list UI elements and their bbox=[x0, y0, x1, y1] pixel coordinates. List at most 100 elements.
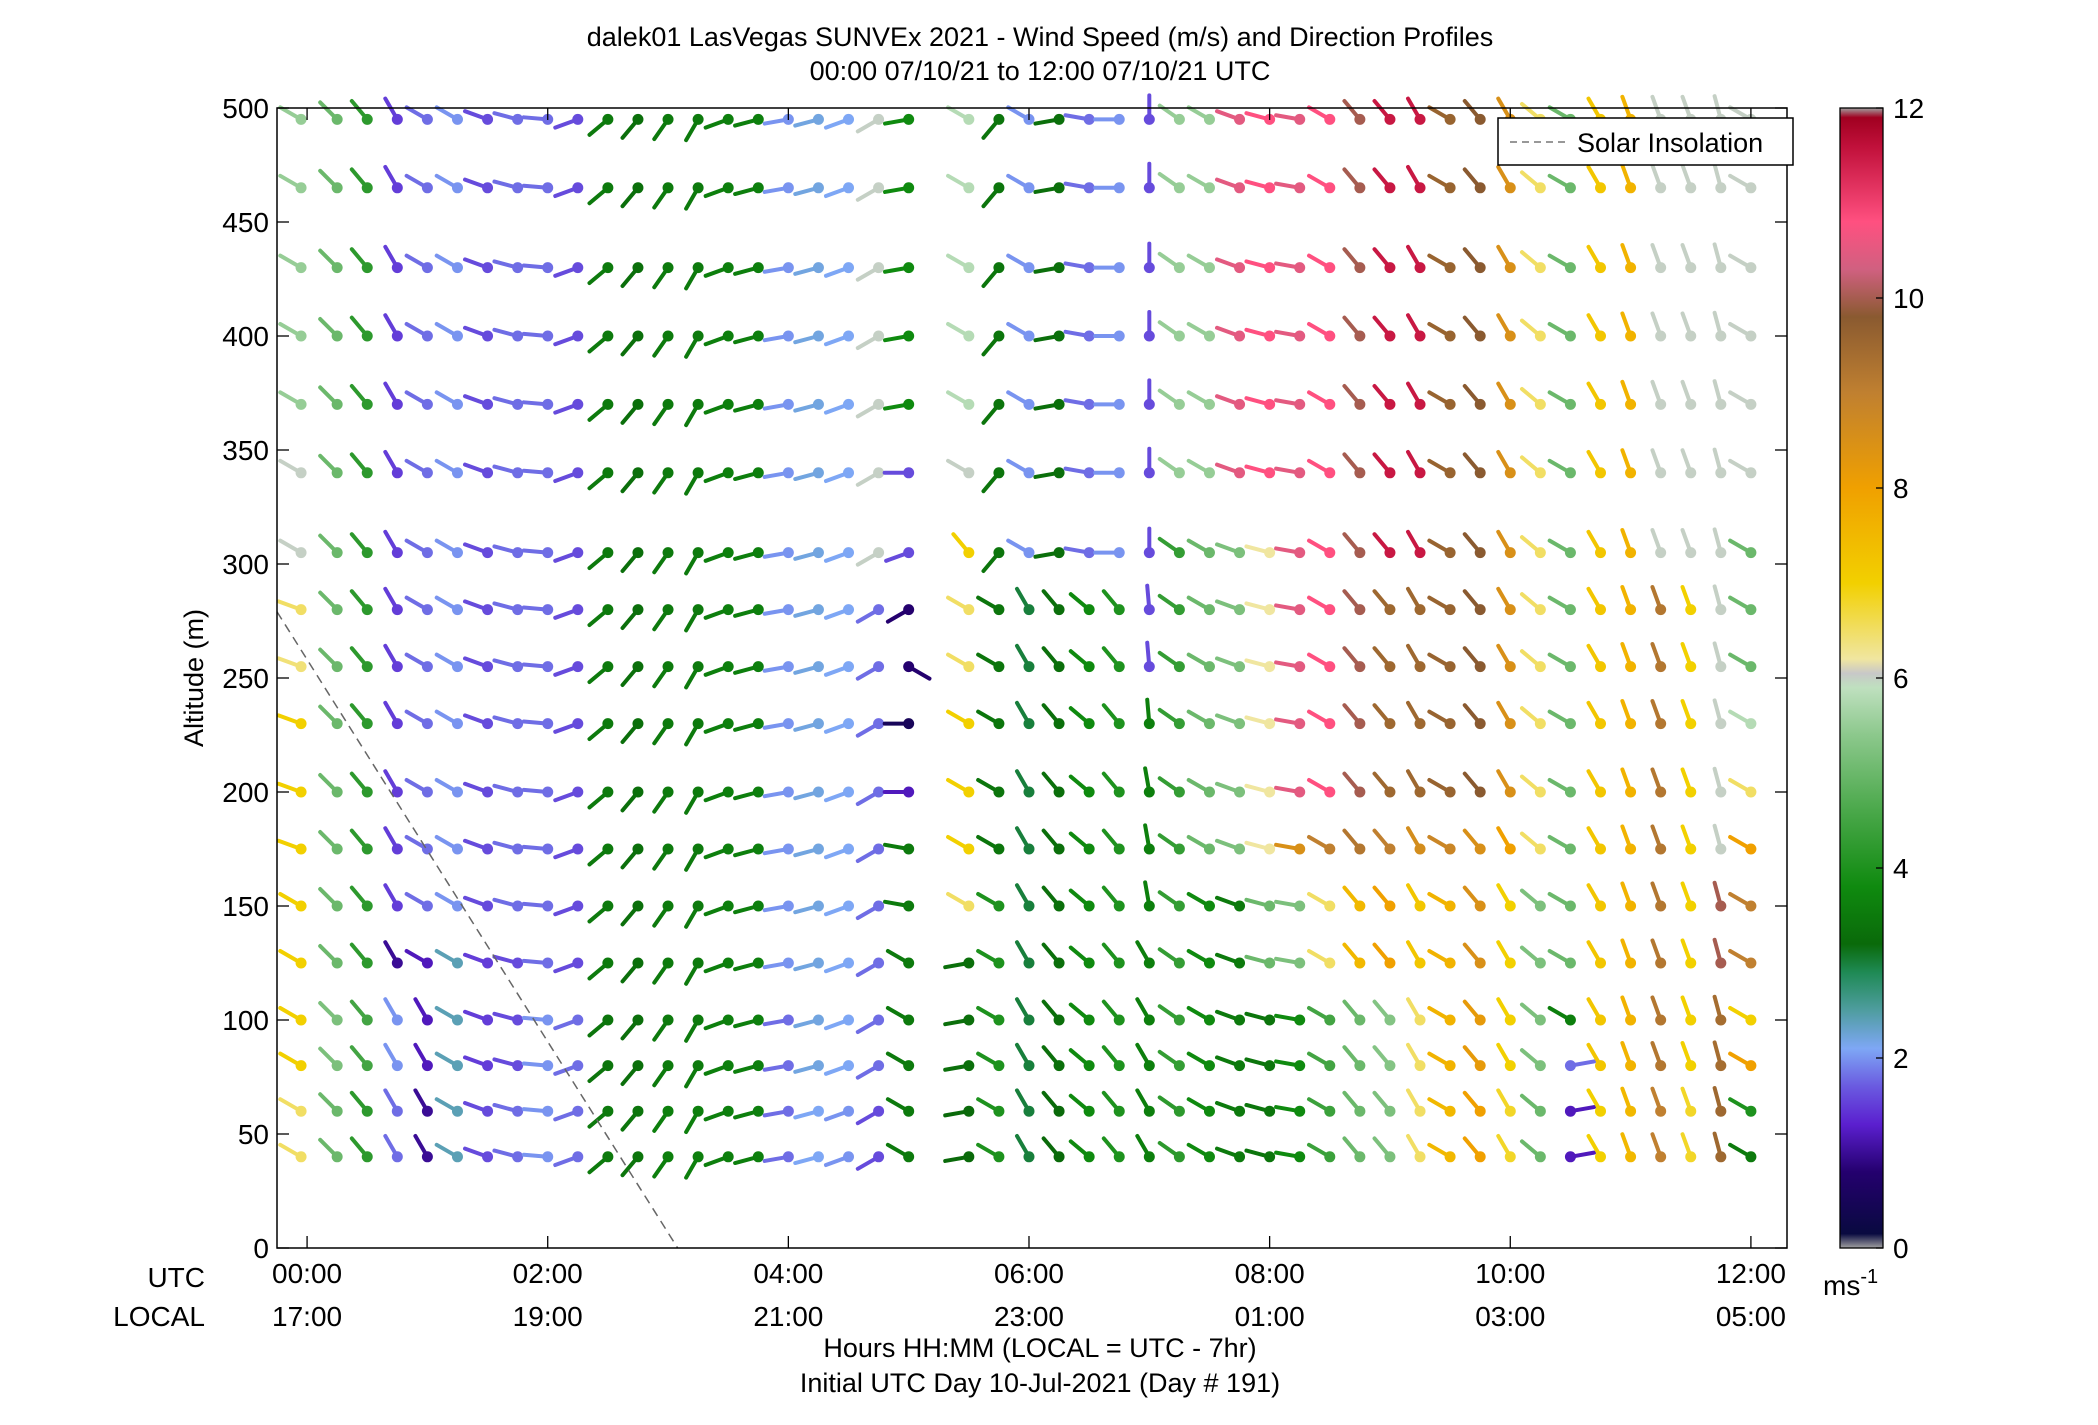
wind-barb-dot bbox=[1324, 398, 1336, 410]
wind-barb-dot bbox=[1023, 262, 1035, 274]
wind-barb-dot bbox=[1504, 262, 1516, 274]
wind-barb-dot bbox=[1414, 957, 1426, 969]
wind-barb-dot bbox=[963, 398, 975, 410]
wind-barb-dot bbox=[1534, 262, 1546, 274]
wind-barb-dot bbox=[1474, 262, 1486, 274]
wind-barb-dot bbox=[1113, 467, 1125, 479]
wind-barb-dot bbox=[1294, 1060, 1306, 1072]
wind-barb-dot bbox=[295, 398, 307, 410]
x-tick-label-local: 19:00 bbox=[513, 1301, 583, 1332]
wind-barb-dot bbox=[542, 398, 554, 410]
wind-barb-dot bbox=[1053, 262, 1065, 274]
wind-barb-dot bbox=[1324, 957, 1336, 969]
wind-barb-dot bbox=[1354, 900, 1366, 912]
wind-barb-dot bbox=[295, 718, 307, 730]
wind-barb-dot bbox=[722, 843, 734, 855]
wind-barb-dot bbox=[782, 330, 794, 342]
wind-barb-dot bbox=[963, 1060, 975, 1072]
wind-barb-dot bbox=[1715, 1060, 1727, 1072]
wind-barb-dot bbox=[512, 900, 524, 912]
wind-barb-dot bbox=[1354, 718, 1366, 730]
wind-barb-dot bbox=[1444, 900, 1456, 912]
legend: Solar Insolation bbox=[1497, 117, 1794, 166]
wind-barb-dot bbox=[632, 900, 644, 912]
wind-barb-dot bbox=[1534, 330, 1546, 342]
wind-barb-dot bbox=[1595, 957, 1607, 969]
wind-barb-dot bbox=[993, 1105, 1005, 1117]
wind-barb-dot bbox=[1324, 661, 1336, 673]
wind-barb-dot bbox=[1564, 843, 1576, 855]
wind-barb-dot bbox=[722, 1151, 734, 1163]
wind-barb-dot bbox=[692, 900, 704, 912]
wind-barb-dot bbox=[1264, 547, 1276, 559]
wind-barb-dot bbox=[1685, 604, 1697, 616]
wind-barb-dot bbox=[1504, 1105, 1516, 1117]
wind-barb-dot bbox=[295, 113, 307, 125]
wind-barb-dot bbox=[1625, 262, 1637, 274]
wind-barb-dot bbox=[331, 1105, 343, 1117]
x-tick-label-utc: 12:00 bbox=[1716, 1258, 1786, 1289]
wind-barb-dot bbox=[451, 467, 463, 479]
wind-barb-dot bbox=[692, 604, 704, 616]
wind-barb-dot bbox=[662, 718, 674, 730]
wind-barb-dot bbox=[602, 1151, 614, 1163]
wind-barb-dot bbox=[903, 718, 915, 730]
wind-barb-dot bbox=[1715, 398, 1727, 410]
wind-barb-dot bbox=[1083, 604, 1095, 616]
wind-barb-dot bbox=[692, 957, 704, 969]
wind-barb-dot bbox=[1053, 1151, 1065, 1163]
wind-barb-dot bbox=[812, 113, 824, 125]
wind-barb-dot bbox=[1504, 957, 1516, 969]
wind-barb-dot bbox=[602, 718, 614, 730]
wind-barb-dot bbox=[1625, 786, 1637, 798]
wind-barb-dot bbox=[692, 547, 704, 559]
wind-barb-dot bbox=[752, 718, 764, 730]
wind-barb-dot bbox=[1203, 604, 1215, 616]
wind-barb-dot bbox=[1564, 900, 1576, 912]
wind-barb-dot bbox=[1414, 718, 1426, 730]
wind-barb-dot bbox=[1173, 398, 1185, 410]
wind-barb-dot bbox=[1203, 1151, 1215, 1163]
wind-barb-dot bbox=[993, 661, 1005, 673]
wind-barb-dot bbox=[512, 1151, 524, 1163]
wind-barb-dot bbox=[812, 1105, 824, 1117]
wind-barb-dot bbox=[295, 604, 307, 616]
wind-barb-dot bbox=[1745, 900, 1757, 912]
wind-barb-dot bbox=[361, 547, 373, 559]
wind-barb-dot bbox=[1294, 661, 1306, 673]
wind-barb-dot bbox=[662, 957, 674, 969]
wind-barb-dot bbox=[632, 1151, 644, 1163]
wind-barb-dot bbox=[903, 1151, 915, 1163]
wind-barb-dot bbox=[1083, 661, 1095, 673]
wind-barb-dot bbox=[1685, 900, 1697, 912]
wind-barb-dot bbox=[1143, 1014, 1155, 1026]
wind-barb-dot bbox=[1173, 786, 1185, 798]
wind-barb-dot bbox=[993, 182, 1005, 194]
wind-barb-dot bbox=[361, 957, 373, 969]
wind-barb-dot bbox=[1203, 718, 1215, 730]
wind-barb-dot bbox=[1504, 330, 1516, 342]
wind-barb-dot bbox=[843, 182, 855, 194]
wind-barb-dot bbox=[632, 786, 644, 798]
wind-barb-dot bbox=[361, 1105, 373, 1117]
wind-barb-dot bbox=[963, 262, 975, 274]
wind-barb-dot bbox=[1083, 1014, 1095, 1026]
wind-barb-dot bbox=[572, 398, 584, 410]
wind-barb-dot bbox=[752, 786, 764, 798]
wind-barb-dot bbox=[1053, 786, 1065, 798]
wind-barb-dot bbox=[1143, 957, 1155, 969]
wind-barb-dot bbox=[1685, 1014, 1697, 1026]
wind-barb-dot bbox=[632, 262, 644, 274]
wind-barb-dot bbox=[1595, 262, 1607, 274]
colorbar-unit-exponent: -1 bbox=[1860, 1266, 1878, 1288]
wind-barb-dot bbox=[451, 182, 463, 194]
wind-barb-dot bbox=[903, 957, 915, 969]
wind-barb-dot bbox=[1715, 1014, 1727, 1026]
wind-barb-dot bbox=[1655, 786, 1667, 798]
wind-barb-dot bbox=[391, 604, 403, 616]
wind-barb-dot bbox=[752, 398, 764, 410]
wind-barb-dot bbox=[812, 262, 824, 274]
wind-barb-dot bbox=[1384, 330, 1396, 342]
wind-barb-dot bbox=[1474, 1014, 1486, 1026]
wind-barb-dot bbox=[1203, 843, 1215, 855]
